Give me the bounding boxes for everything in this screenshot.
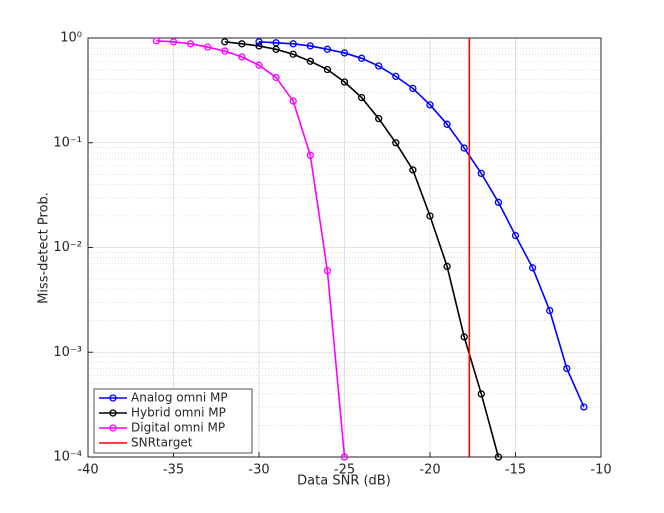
marker — [494, 198, 503, 206]
x-tick-label: -20 — [419, 463, 440, 478]
marker — [238, 53, 246, 61]
marker — [238, 40, 246, 48]
legend-label: Digital omni MP — [131, 421, 225, 435]
marker — [272, 45, 280, 53]
marker — [306, 57, 314, 65]
legend-marker — [109, 424, 117, 432]
marker — [340, 453, 349, 461]
marker — [392, 139, 400, 147]
marker — [340, 78, 349, 86]
marker — [443, 262, 451, 271]
y-tick-label: 10⁻² — [53, 240, 82, 255]
marker — [169, 38, 178, 46]
legend-marker — [109, 409, 117, 417]
marker — [221, 47, 229, 55]
legend-marker — [109, 394, 117, 402]
marker — [323, 267, 332, 275]
marker — [255, 38, 263, 46]
marker — [511, 231, 520, 240]
marker — [204, 43, 212, 51]
x-axis-label: Data SNR (dB) — [297, 474, 391, 489]
marker — [289, 50, 297, 58]
marker — [357, 54, 366, 62]
marker — [426, 101, 434, 109]
marker — [272, 73, 280, 82]
x-tick-label: -15 — [505, 463, 526, 478]
marker — [306, 42, 314, 50]
marker — [323, 45, 332, 53]
marker — [221, 38, 229, 46]
marker — [409, 84, 417, 93]
legend-label: SNRtarget — [131, 436, 193, 450]
marker — [152, 37, 161, 45]
marker — [289, 40, 297, 48]
marker — [306, 151, 314, 159]
legend-label: Analog omni MP — [131, 391, 228, 405]
y-tick-label: 10⁻⁴ — [53, 450, 82, 465]
y-tick-label: 10⁻³ — [53, 345, 82, 360]
marker — [186, 40, 195, 48]
marker — [443, 120, 451, 128]
marker — [477, 390, 485, 398]
marker — [392, 72, 400, 81]
marker — [255, 61, 263, 69]
x-tick-label: -25 — [334, 463, 355, 478]
y-axis-label: Miss-detect Prob. — [37, 192, 52, 304]
marker — [580, 403, 588, 411]
series-line — [224, 40, 500, 458]
marker — [357, 93, 366, 102]
marker — [563, 364, 571, 373]
marker — [255, 42, 263, 50]
marker — [546, 306, 554, 315]
marker — [375, 114, 383, 123]
marker — [409, 166, 417, 174]
marker — [375, 62, 383, 70]
y-tick-label: 10⁻¹ — [53, 135, 82, 150]
marker — [460, 333, 468, 341]
marker — [477, 169, 485, 178]
marker — [340, 49, 349, 57]
x-tick-label: -35 — [163, 463, 184, 478]
marker — [323, 65, 332, 74]
marker — [494, 453, 503, 461]
marker — [426, 212, 434, 220]
marker — [289, 97, 297, 105]
x-tick-label: -30 — [248, 463, 269, 478]
legend-label: Hybrid omni MP — [131, 406, 226, 420]
marker — [528, 264, 537, 272]
marker — [460, 144, 468, 152]
x-tick-label: -40 — [77, 463, 98, 478]
y-tick-label: 10⁰ — [60, 31, 82, 46]
x-tick-label: -10 — [590, 463, 611, 478]
